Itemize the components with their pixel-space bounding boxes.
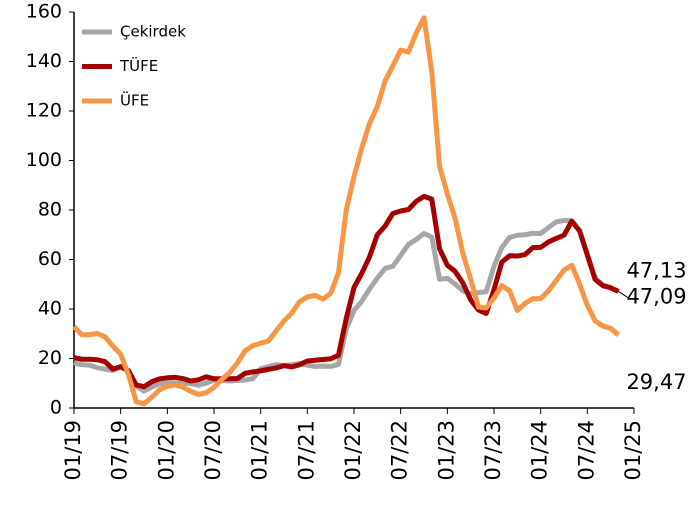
y-tick-label: 120 [26, 100, 62, 122]
y-tick-label: 100 [26, 149, 62, 171]
x-tick-label: 01/23 [434, 420, 458, 481]
data-label: 29,47 [626, 370, 686, 394]
data-label: 47,09 [626, 284, 686, 308]
x-tick-label: 01/19 [61, 420, 85, 481]
x-tick-label: 01/20 [154, 420, 178, 481]
y-tick-label: 0 [50, 397, 62, 419]
data-label: 47,13 [626, 258, 686, 282]
x-tick-label: 07/23 [481, 420, 505, 481]
x-tick-label: 07/20 [201, 420, 225, 481]
x-tick-label: 07/22 [388, 420, 412, 481]
x-tick-label: 01/22 [341, 420, 365, 481]
y-tick-label: 80 [38, 199, 62, 221]
series-line [72, 15, 621, 407]
y-tick-label: 140 [26, 50, 62, 72]
y-tick-label: 160 [26, 1, 62, 23]
x-tick-label: 07/21 [294, 420, 318, 481]
y-tick-label: 40 [38, 298, 62, 320]
leader-line [618, 290, 631, 300]
series-line [73, 193, 620, 390]
x-tick-label: 01/24 [528, 420, 552, 481]
legend-label: Çekirdek [120, 23, 186, 41]
x-tick-label: 07/24 [574, 420, 598, 481]
x-tick-label: 01/21 [248, 420, 272, 481]
x-tick-label: 01/25 [621, 420, 645, 481]
legend-label: TÜFE [119, 56, 158, 75]
legend-label: ÜFE [120, 91, 149, 110]
y-tick-label: 20 [38, 347, 62, 369]
y-tick-label: 60 [38, 248, 62, 270]
x-tick-label: 07/19 [108, 420, 132, 481]
